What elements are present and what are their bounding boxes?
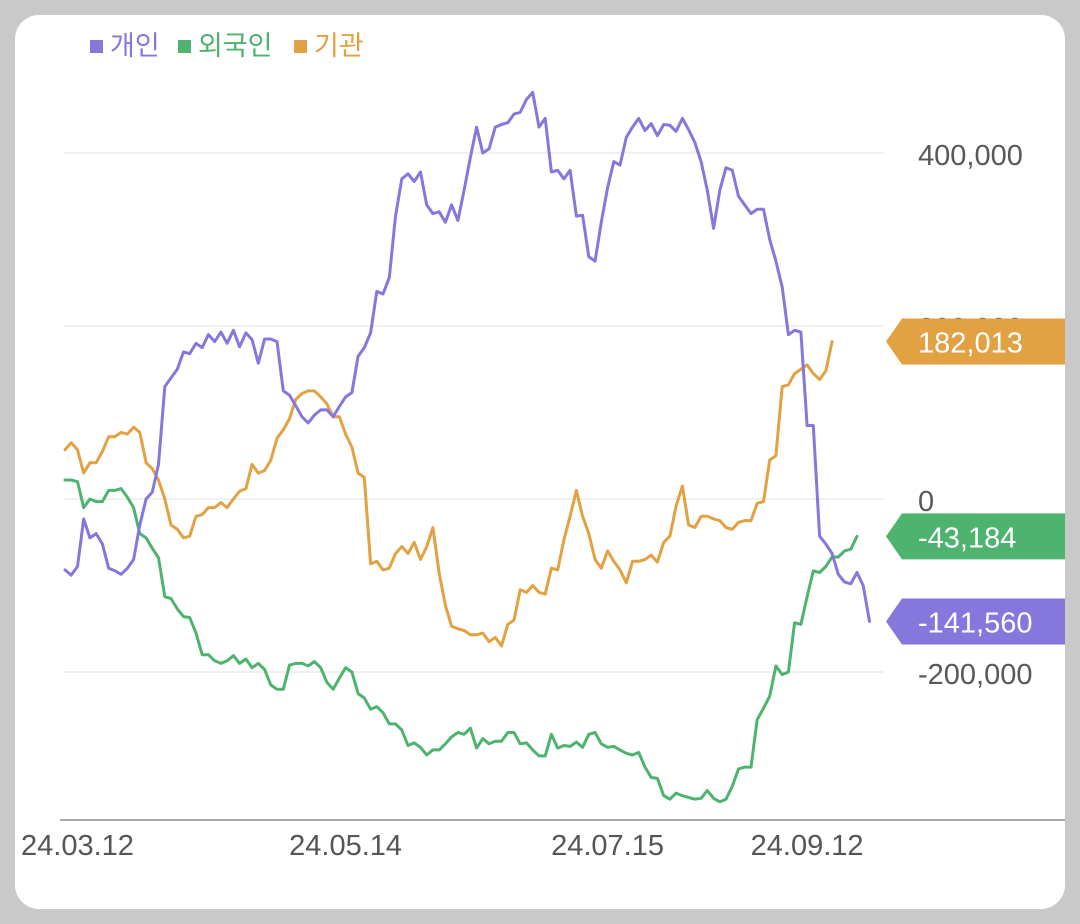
badge-value: -43,184 xyxy=(918,522,1016,554)
badge-shape xyxy=(886,318,1065,365)
legend-item[interactable]: 기관 xyxy=(294,31,364,62)
series-line-2 xyxy=(63,340,834,648)
series-lines xyxy=(63,90,871,804)
legend-item[interactable]: 개인 xyxy=(90,31,160,62)
x-tick-label: 24.07.15 xyxy=(551,830,664,862)
badge-shape xyxy=(886,598,1065,645)
legend-swatch xyxy=(294,40,307,53)
y-tick-label: -200,000 xyxy=(918,659,1033,691)
legend-label: 기관 xyxy=(314,31,364,62)
y-tick-label: 0 xyxy=(918,486,934,518)
series-line-0 xyxy=(63,90,871,623)
x-axis-ticks: 24.03.12 24.05.14 24.07.15 24.09.12 xyxy=(21,830,864,862)
legend-label: 외국인 xyxy=(198,31,273,62)
legend-item[interactable]: 외국인 xyxy=(178,31,273,62)
last-value-badges: -141,560 -43,184 182,013 xyxy=(886,318,1065,645)
x-tick-label: 24.03.12 xyxy=(21,830,134,862)
last-value-badge: -141,560 xyxy=(886,598,1065,645)
legend-label: 개인 xyxy=(110,31,160,62)
series-line-1 xyxy=(63,478,859,804)
legend-swatch xyxy=(90,40,103,53)
last-value-badge: -43,184 xyxy=(886,513,1065,560)
badge-value: 182,013 xyxy=(918,328,1023,360)
x-tick-label: 24.05.14 xyxy=(289,830,402,862)
legend-swatch xyxy=(178,40,191,53)
legend[interactable]: 개인 외국인 기관 xyxy=(90,31,364,62)
x-tick-label: 24.09.12 xyxy=(751,830,864,862)
gridlines xyxy=(64,152,884,673)
y-tick-label: 400,000 xyxy=(918,140,1023,172)
badge-value: -141,560 xyxy=(918,607,1033,639)
last-value-badge: 182,013 xyxy=(886,318,1065,365)
badge-shape xyxy=(886,513,1065,560)
